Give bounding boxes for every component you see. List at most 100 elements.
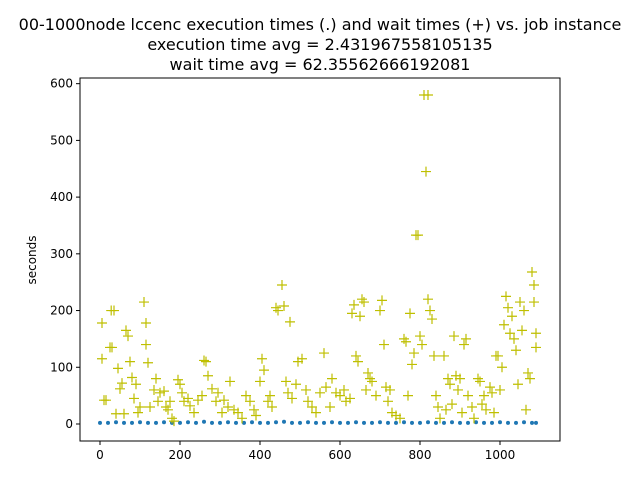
execution-time-point	[482, 420, 486, 425]
wait-time-point	[489, 407, 499, 418]
wait-time-point	[509, 333, 519, 344]
wait-time-point	[407, 359, 417, 370]
execution-time-point	[394, 420, 398, 425]
wait-time-point	[481, 404, 491, 415]
wait-time-point	[453, 384, 463, 395]
execution-time-point	[130, 420, 134, 425]
execution-time-point	[234, 420, 238, 425]
execution-time-point	[218, 420, 222, 425]
wait-time-point	[117, 378, 127, 389]
y-tick-label: 500	[50, 133, 73, 147]
execution-time-point	[258, 420, 262, 425]
wait-time-point	[401, 336, 411, 347]
wait-time-point	[285, 316, 295, 327]
execution-time-point	[410, 420, 414, 425]
wait-time-point	[417, 339, 427, 350]
execution-time-point	[346, 420, 350, 425]
execution-time-point	[354, 420, 358, 425]
wait-time-point	[211, 396, 221, 407]
wait-time-point	[321, 382, 331, 393]
wait-time-point	[517, 325, 527, 336]
wait-time-point	[447, 399, 457, 410]
wait-time-point	[425, 305, 435, 316]
execution-time-point	[314, 420, 318, 425]
wait-time-point	[133, 407, 143, 418]
wait-time-point	[511, 345, 521, 356]
series-1	[97, 90, 541, 427]
wait-time-point	[115, 383, 125, 394]
wait-time-point	[151, 373, 161, 384]
y-tick-label: 400	[50, 190, 73, 204]
wait-time-point	[449, 331, 459, 342]
wait-time-point	[233, 407, 243, 418]
wait-time-point	[487, 387, 497, 398]
x-axis-ticks: 0 200 400 600 800 1000	[96, 441, 515, 462]
execution-time-point	[370, 420, 374, 425]
wait-time-point	[223, 401, 233, 412]
wait-time-point	[439, 350, 449, 361]
wait-time-point	[351, 350, 361, 361]
wait-time-point	[429, 350, 439, 361]
wait-time-point	[249, 404, 259, 415]
wait-time-point	[415, 331, 425, 342]
wait-time-point	[159, 386, 169, 397]
execution-time-point	[274, 420, 278, 425]
x-tick-label: 200	[169, 448, 192, 462]
wait-time-point	[107, 342, 117, 353]
execution-time-point	[386, 420, 390, 425]
execution-time-point	[306, 420, 310, 425]
wait-time-point	[251, 410, 261, 421]
execution-time-point	[450, 420, 454, 425]
wait-time-point	[255, 376, 265, 387]
wait-time-point	[155, 387, 165, 398]
wait-time-point	[435, 413, 445, 424]
execution-time-point	[506, 420, 510, 425]
wait-time-point	[405, 308, 415, 319]
wait-time-point	[433, 401, 443, 412]
series-0	[98, 419, 538, 425]
wait-time-point	[141, 318, 151, 329]
wait-time-point	[165, 396, 175, 407]
wait-time-point	[121, 325, 131, 336]
title-line-3: wait time avg = 62.35562666192081	[170, 55, 471, 74]
chart-title: 00-1000node lccenc execution times (.) a…	[19, 15, 622, 74]
execution-time-point	[534, 420, 538, 425]
wait-time-point	[529, 280, 539, 291]
wait-time-point	[97, 318, 107, 329]
y-axis-ticks: 0 100 200 300 400 500 600	[50, 77, 80, 431]
wait-time-point	[421, 166, 431, 177]
wait-time-point	[241, 390, 251, 401]
x-tick-label: 1000	[485, 448, 516, 462]
wait-time-point	[307, 401, 317, 412]
x-tick-label: 400	[249, 448, 272, 462]
y-axis-label: seconds	[25, 235, 39, 284]
wait-time-point	[301, 384, 311, 395]
wait-time-point	[355, 311, 365, 322]
wait-time-point	[339, 384, 349, 395]
wait-time-point	[109, 305, 119, 316]
wait-time-point	[409, 348, 419, 359]
wait-time-point	[335, 390, 345, 401]
wait-time-point	[127, 372, 137, 383]
wait-time-point	[383, 396, 393, 407]
wait-time-point	[277, 280, 287, 291]
wait-time-point	[193, 395, 203, 406]
execution-time-point	[378, 420, 382, 425]
wait-time-point	[145, 401, 155, 412]
wait-time-point	[177, 387, 187, 398]
wait-time-point	[363, 367, 373, 378]
y-tick-label: 200	[50, 304, 73, 318]
execution-time-point	[98, 420, 102, 425]
wait-time-point	[525, 373, 535, 384]
wait-time-point	[461, 333, 471, 344]
execution-time-point	[474, 420, 478, 425]
wait-time-point	[485, 382, 495, 393]
execution-time-point	[426, 420, 430, 425]
execution-time-point	[522, 420, 526, 425]
wait-time-point	[139, 297, 149, 308]
execution-time-point	[338, 420, 342, 425]
wait-time-point	[501, 291, 511, 302]
wait-time-point	[375, 305, 385, 316]
execution-time-point	[530, 420, 534, 425]
